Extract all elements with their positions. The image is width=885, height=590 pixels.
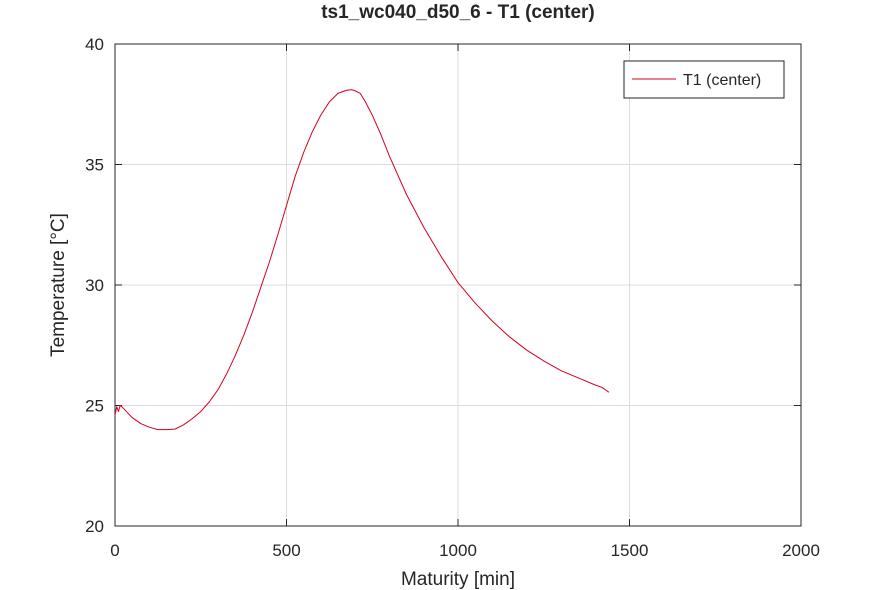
x-tick-label: 1000	[439, 541, 477, 560]
legend: T1 (center)	[623, 60, 785, 99]
y-axis-label: Temperature [°C]	[48, 213, 69, 357]
series-layer	[114, 89, 610, 431]
y-tick-label: 35	[85, 156, 104, 175]
x-tick-label: 1500	[611, 541, 649, 560]
y-tick-label: 20	[85, 517, 104, 536]
chart-title: ts1_wc040_d50_6 - T1 (center)	[321, 2, 595, 23]
y-tick-label: 25	[85, 397, 104, 416]
series-line-t1	[114, 89, 610, 431]
x-axis-label: Maturity [min]	[401, 569, 515, 590]
y-tick-label: 40	[85, 35, 104, 54]
axis-ticks: 0 500 1000 1500 2000 20 25 30 35 40	[85, 35, 820, 560]
x-tick-label: 2000	[782, 541, 820, 560]
y-tick-label: 30	[85, 276, 104, 295]
legend-label-t1: T1 (center)	[683, 72, 761, 89]
x-tick-label: 500	[272, 541, 300, 560]
x-tick-label: 0	[110, 541, 119, 560]
